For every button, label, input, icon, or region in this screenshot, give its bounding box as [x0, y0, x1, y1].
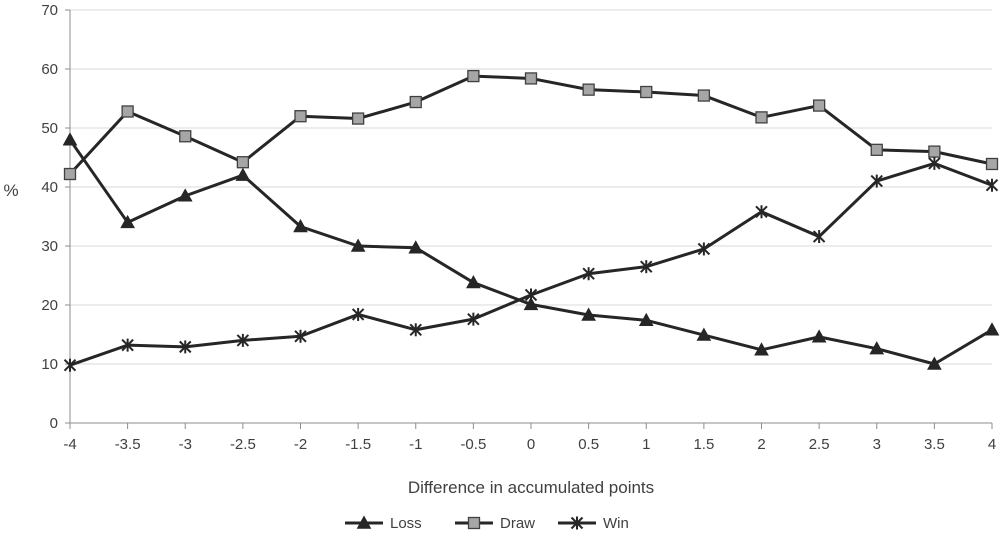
data-point-draw [985, 157, 999, 171]
legend-item-win: Win [558, 515, 629, 532]
y-tick-label: 50 [41, 120, 58, 137]
x-tick-label: -1 [409, 436, 422, 453]
data-point-loss [235, 167, 251, 181]
data-point-win [697, 242, 711, 256]
series-lines [68, 74, 993, 367]
data-point-win [294, 329, 307, 343]
data-point-draw [755, 111, 768, 124]
data-point-win [236, 333, 250, 347]
data-point-win [409, 323, 422, 337]
x-tick-label: 2.5 [809, 436, 830, 453]
legend-label-loss: Loss [390, 515, 422, 532]
data-point-win [928, 156, 941, 170]
data-point-draw [524, 72, 538, 85]
data-point-win [812, 230, 826, 244]
data-point-win [524, 288, 538, 302]
data-point-loss [350, 238, 366, 252]
data-point-loss [638, 312, 654, 327]
y-tick-label: 70 [41, 2, 58, 19]
data-point-draw [121, 105, 134, 118]
data-point-win [351, 307, 365, 321]
data-point-loss [811, 329, 827, 343]
data-point-loss [466, 275, 481, 289]
y-tick-label: 30 [41, 238, 58, 255]
legend-marker-win [570, 516, 584, 530]
data-point-draw [928, 145, 941, 158]
y-tick-label: 20 [41, 297, 58, 314]
data-point-draw [409, 95, 422, 109]
y-tick-label: 40 [41, 179, 58, 196]
y-tick-labels: 0 10 20 30 40 50 60 70 [41, 2, 58, 432]
data-point-win [640, 260, 653, 274]
data-point-draw [640, 85, 653, 99]
x-tick-label: 3 [873, 436, 881, 453]
data-point-win [179, 340, 192, 354]
data-point-loss [408, 240, 424, 254]
data-point-win [870, 174, 883, 188]
data-point-loss [177, 188, 193, 202]
data-point-win [467, 312, 480, 326]
series-line-draw [68, 74, 993, 176]
data-point-win [63, 358, 77, 372]
gridlines [70, 9, 992, 365]
x-tick-label: 0.5 [578, 436, 599, 453]
x-tick-label: 3.5 [924, 436, 945, 453]
data-point-draw [236, 156, 250, 169]
data-point-draw [179, 130, 192, 143]
data-point-draw [467, 69, 480, 83]
data-point-loss [869, 341, 885, 355]
legend-item-loss: Loss [345, 515, 422, 532]
data-point-draw [351, 112, 365, 125]
data-point-loss [581, 307, 596, 321]
series-markers [62, 69, 1000, 372]
x-tick-label: 1.5 [693, 436, 714, 453]
y-tick-label: 60 [41, 61, 58, 78]
legend-label-draw: Draw [500, 515, 535, 532]
data-point-loss [120, 214, 135, 229]
x-tick-label: -1.5 [345, 436, 371, 453]
y-tick-label: 0 [50, 415, 58, 432]
x-tick-label: 0 [527, 436, 535, 453]
legend: Loss Draw Win [345, 515, 629, 532]
x-tick-label: -3 [179, 436, 192, 453]
data-point-draw [812, 99, 826, 112]
data-point-draw [63, 167, 77, 181]
data-point-win [582, 267, 595, 281]
series-line-loss [68, 138, 993, 366]
legend-item-draw: Draw [455, 515, 535, 532]
data-point-loss [984, 322, 1000, 336]
series-line-win [69, 161, 993, 367]
data-point-loss [927, 356, 942, 370]
data-point-draw [294, 110, 307, 123]
x-tick-label: 1 [642, 436, 650, 453]
x-axis-title: Difference in accumulated points [408, 478, 654, 497]
x-tick-label: -2.5 [230, 436, 256, 453]
data-point-loss [696, 327, 712, 341]
y-tick-label: 10 [41, 356, 58, 373]
data-point-win [755, 205, 768, 219]
x-tick-labels: -4 -3.5 -3 -2.5 -2 -1.5 -1 -0.5 0 0.5 1 1.5 2 2.5 3 3.5… [63, 436, 996, 453]
data-point-draw [697, 89, 711, 102]
axes [65, 9, 993, 429]
data-point-win [985, 178, 999, 192]
data-point-loss [754, 342, 769, 356]
x-tick-label: 4 [988, 436, 996, 453]
legend-label-win: Win [603, 515, 629, 532]
data-point-win [121, 338, 134, 352]
data-point-loss [62, 132, 78, 146]
x-tick-label: 2 [757, 436, 765, 453]
x-tick-label: -3.5 [115, 436, 141, 453]
data-point-draw [582, 83, 595, 96]
data-point-loss [523, 296, 539, 311]
y-axis-title: % [3, 181, 18, 200]
legend-marker-draw [467, 516, 481, 530]
legend-marker-loss [356, 515, 372, 529]
x-tick-label: -2 [294, 436, 307, 453]
data-point-loss [293, 219, 308, 233]
x-tick-label: -4 [63, 436, 76, 453]
data-point-draw [870, 143, 883, 156]
x-tick-label: -0.5 [460, 436, 486, 453]
